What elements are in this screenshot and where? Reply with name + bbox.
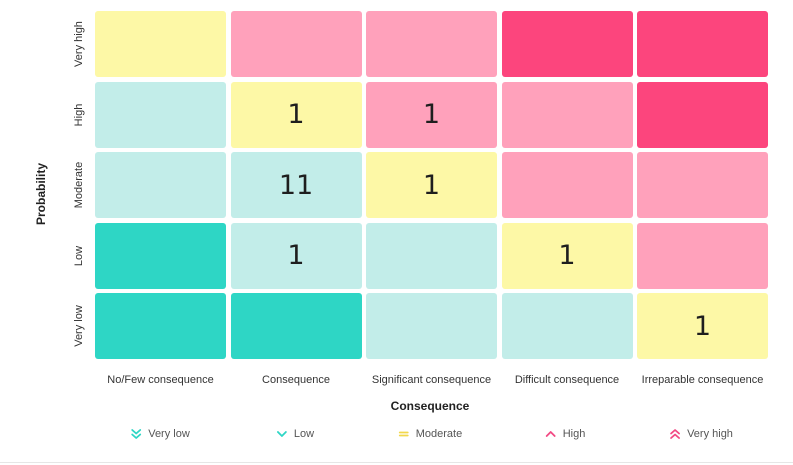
chevron-down-icon xyxy=(276,428,288,440)
matrix-cell-high-difficult-consequence[interactable] xyxy=(501,81,633,148)
matrix-cell-very-low-consequence[interactable] xyxy=(230,293,362,359)
column-label-no-few-consequence: No/Few consequence xyxy=(107,374,214,386)
divider xyxy=(0,462,793,463)
matrix-cell-very-high-no-few-consequence[interactable] xyxy=(95,11,226,77)
column-label-significant-consequence: Significant consequence xyxy=(371,374,492,386)
matrix-cell-very-low-no-few-consequence[interactable] xyxy=(95,293,226,359)
row-label-high: High xyxy=(73,103,85,126)
double-chevron-up-icon xyxy=(669,428,681,440)
matrix-cell-moderate-significant-consequence[interactable]: 1 xyxy=(366,152,497,218)
matrix-cell-low-irreparable-consequence[interactable] xyxy=(637,222,768,289)
matrix-cell-low-difficult-consequence[interactable]: 1 xyxy=(501,222,633,289)
matrix-cell-high-no-few-consequence[interactable] xyxy=(95,81,226,148)
matrix-cell-very-high-consequence[interactable] xyxy=(230,11,362,77)
row-label-low: Low xyxy=(73,245,85,266)
x-axis-title: Consequence xyxy=(390,399,470,413)
matrix-cell-very-low-irreparable-consequence[interactable]: 1 xyxy=(637,293,768,359)
legend-label: Very low xyxy=(148,428,190,440)
matrix-cell-high-consequence[interactable]: 1 xyxy=(230,81,362,148)
column-label-irreparable-consequence: Irreparable consequence xyxy=(641,374,764,386)
double-chevron-down-icon xyxy=(130,428,142,440)
legend-item-very-high: Very high xyxy=(669,428,733,440)
legend-label: Low xyxy=(293,428,315,440)
legend-item-moderate: Moderate xyxy=(398,428,462,440)
legend-item-very-low: Very low xyxy=(130,428,190,440)
cell-count: 1 xyxy=(693,310,712,342)
matrix-cell-very-high-difficult-consequence[interactable] xyxy=(501,11,633,77)
matrix-cell-high-irreparable-consequence[interactable] xyxy=(637,81,768,148)
cell-count: 11 xyxy=(278,169,314,201)
matrix-cell-very-high-irreparable-consequence[interactable] xyxy=(637,11,768,77)
legend-item-high: High xyxy=(545,428,586,440)
matrix-cell-very-low-difficult-consequence[interactable] xyxy=(501,293,633,359)
chevron-up-icon xyxy=(545,428,557,440)
legend-label: Moderate xyxy=(415,428,463,440)
row-label-very-high: Very high xyxy=(73,21,85,67)
matrix-cell-low-no-few-consequence[interactable] xyxy=(95,222,226,289)
cell-count: 1 xyxy=(287,240,305,271)
matrix-cell-moderate-consequence[interactable]: 11 xyxy=(230,152,362,218)
matrix-cell-very-low-significant-consequence[interactable] xyxy=(366,293,497,359)
cell-count: 1 xyxy=(422,169,441,201)
row-label-very-low: Very low xyxy=(73,305,85,347)
matrix-cell-low-consequence[interactable]: 1 xyxy=(230,222,362,289)
matrix-cell-high-significant-consequence[interactable]: 1 xyxy=(366,81,497,148)
column-label-difficult-consequence: Difficult consequence xyxy=(514,374,620,386)
matrix-cell-moderate-irreparable-consequence[interactable] xyxy=(637,152,768,218)
matrix-cell-very-high-significant-consequence[interactable] xyxy=(366,11,497,77)
cell-count: 1 xyxy=(422,99,441,130)
matrix-cell-moderate-difficult-consequence[interactable] xyxy=(501,152,633,218)
cell-count: 1 xyxy=(287,99,305,130)
legend-label: Very high xyxy=(687,428,733,440)
matrix-cell-low-significant-consequence[interactable] xyxy=(366,222,497,289)
cell-count: 1 xyxy=(558,240,576,271)
legend-item-low: Low xyxy=(276,428,314,440)
column-label-consequence: Consequence xyxy=(262,374,330,386)
matrix-cell-moderate-no-few-consequence[interactable] xyxy=(95,152,226,218)
y-axis-title: Probability xyxy=(34,162,48,226)
row-label-moderate: Moderate xyxy=(73,161,85,209)
equals-icon xyxy=(398,428,410,440)
legend-label: High xyxy=(562,428,586,440)
